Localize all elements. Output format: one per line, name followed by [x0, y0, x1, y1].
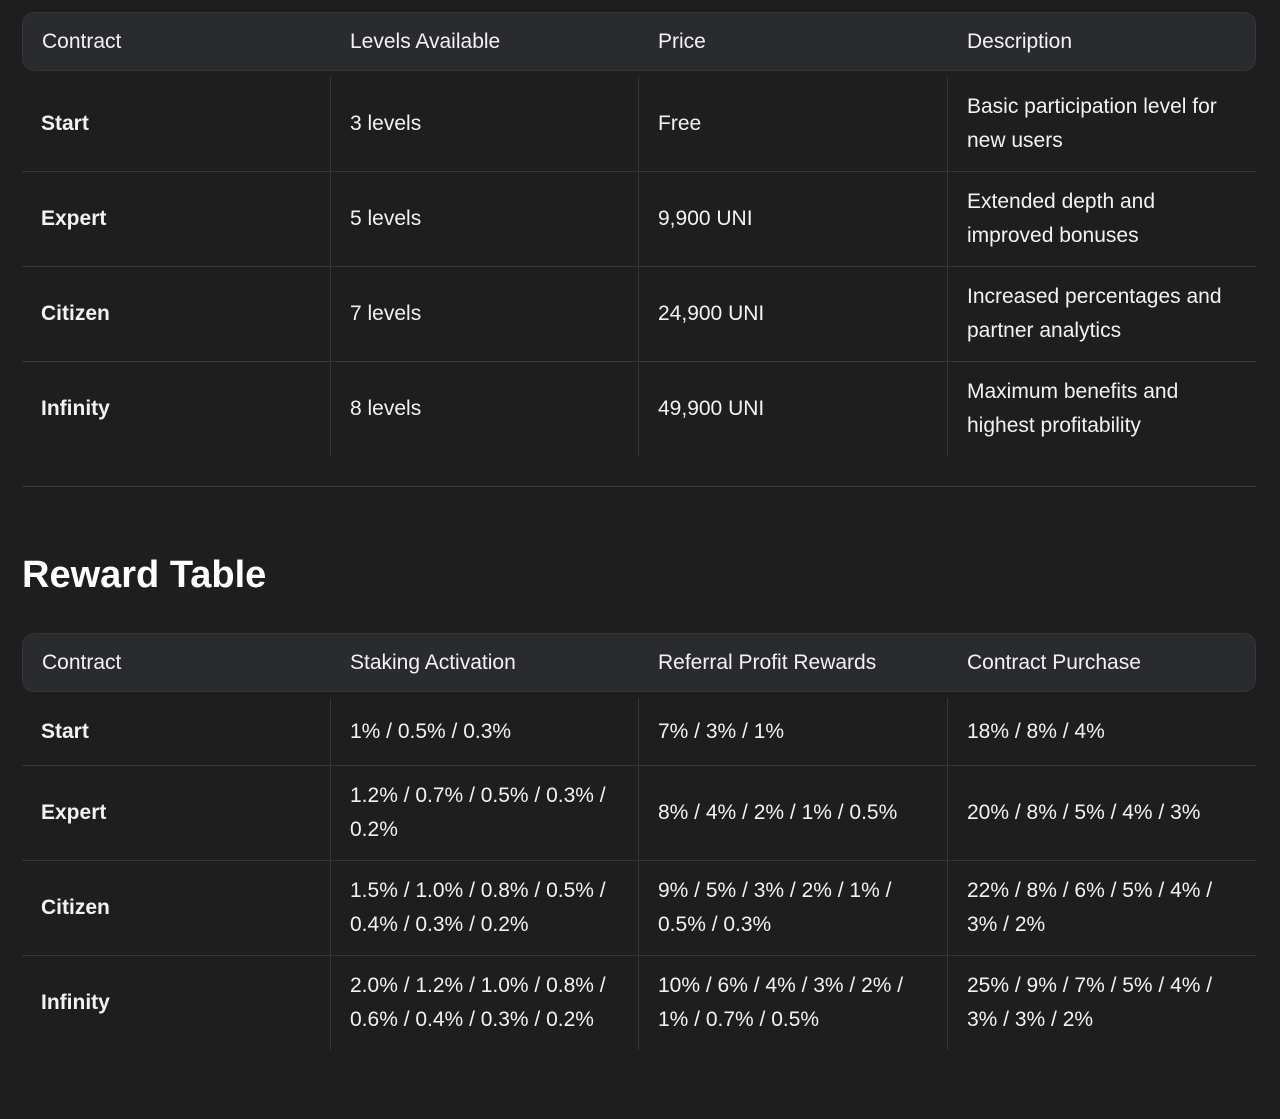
header-contract: Contract: [42, 650, 122, 674]
cell-levels: 8 levels: [330, 362, 638, 456]
table-row: Citizen 7 levels 24,900 UNI Increased perce…: [22, 267, 1256, 362]
header-description: Description: [967, 29, 1073, 53]
cell-price: 49,900 UNI: [638, 362, 947, 456]
table-row: Expert 1.2% / 0.7% / 0.5% / 0.3% / 0.2% 8%…: [22, 766, 1256, 861]
cell-referral: 8% / 4% / 2% / 1% / 0.5%: [638, 766, 947, 860]
cell-contract: Citizen: [41, 896, 110, 919]
contracts-table: Contract Levels Available Price Descript…: [22, 12, 1256, 456]
header-staking: Staking Activation: [350, 650, 516, 674]
header-levels: Levels Available: [350, 29, 501, 53]
cell-levels: 3 levels: [330, 77, 638, 171]
cell-contract: Expert: [41, 207, 107, 230]
cell-description: Increased percentages and partner analyt…: [947, 267, 1256, 361]
table-row: Start 1% / 0.5% / 0.3% 7% / 3% / 1% 18% / 8…: [22, 698, 1256, 766]
table-row: Infinity 8 levels 49,900 UNI Maximum benefi…: [22, 362, 1256, 456]
cell-price: 24,900 UNI: [638, 267, 947, 361]
section-title: Reward Table: [22, 554, 267, 596]
table-row: Expert 5 levels 9,900 UNI Extended depth an…: [22, 172, 1256, 267]
cell-levels: 5 levels: [330, 172, 638, 266]
cell-contract: Start: [41, 719, 89, 743]
cell-price: 9,900 UNI: [638, 172, 947, 266]
table-header: Contract Levels Available Price Descript…: [22, 12, 1256, 71]
cell-staking: 2.0% / 1.2% / 1.0% / 0.8% / 0.6% / 0.4% …: [330, 956, 638, 1050]
cell-purchase: 22% / 8% / 6% / 5% / 4% / 3% / 2%: [947, 861, 1256, 955]
cell-purchase: 18% / 8% / 4%: [947, 698, 1256, 765]
table-row: Start 3 levels Free Basic participation lev…: [22, 77, 1256, 172]
cell-staking: 1% / 0.5% / 0.3%: [330, 698, 638, 765]
cell-contract: Start: [41, 112, 89, 135]
cell-contract: Infinity: [41, 397, 110, 420]
table-header: Contract Staking Activation Referral Pro…: [22, 633, 1256, 692]
cell-levels: 7 levels: [330, 267, 638, 361]
header-referral: Referral Profit Rewards: [658, 650, 877, 674]
cell-description: Maximum benefits and highest profitabili…: [947, 362, 1256, 456]
header-purchase: Contract Purchase: [967, 650, 1141, 674]
cell-referral: 10% / 6% / 4% / 3% / 2% / 1% / 0.7% / 0.…: [638, 956, 947, 1050]
header-price: Price: [658, 29, 706, 53]
cell-staking: 1.2% / 0.7% / 0.5% / 0.3% / 0.2%: [330, 766, 638, 860]
cell-contract: Citizen: [41, 302, 110, 325]
cell-staking: 1.5% / 1.0% / 0.8% / 0.5% / 0.4% / 0.3% …: [330, 861, 638, 955]
cell-purchase: 25% / 9% / 7% / 5% / 4% / 3% / 3% / 2%: [947, 956, 1256, 1050]
table-row: Citizen 1.5% / 1.0% / 0.8% / 0.5% / 0.4% …: [22, 861, 1256, 956]
cell-referral: 9% / 5% / 3% / 2% / 1% / 0.5% / 0.3%: [638, 861, 947, 955]
cell-referral: 7% / 3% / 1%: [638, 698, 947, 765]
header-contract: Contract: [42, 29, 122, 53]
cell-price: Free: [638, 77, 947, 171]
cell-description: Basic participation level for new users: [947, 77, 1256, 171]
reward-table: Contract Staking Activation Referral Pro…: [22, 633, 1256, 1050]
cell-description: Extended depth and improved bonuses: [947, 172, 1256, 266]
cell-contract: Infinity: [41, 991, 110, 1014]
cell-contract: Expert: [41, 801, 107, 824]
table-row: Infinity 2.0% / 1.2% / 1.0% / 0.8% / 0.6%…: [22, 956, 1256, 1050]
divider: [22, 486, 1256, 487]
cell-purchase: 20% / 8% / 5% / 4% / 3%: [947, 766, 1256, 860]
